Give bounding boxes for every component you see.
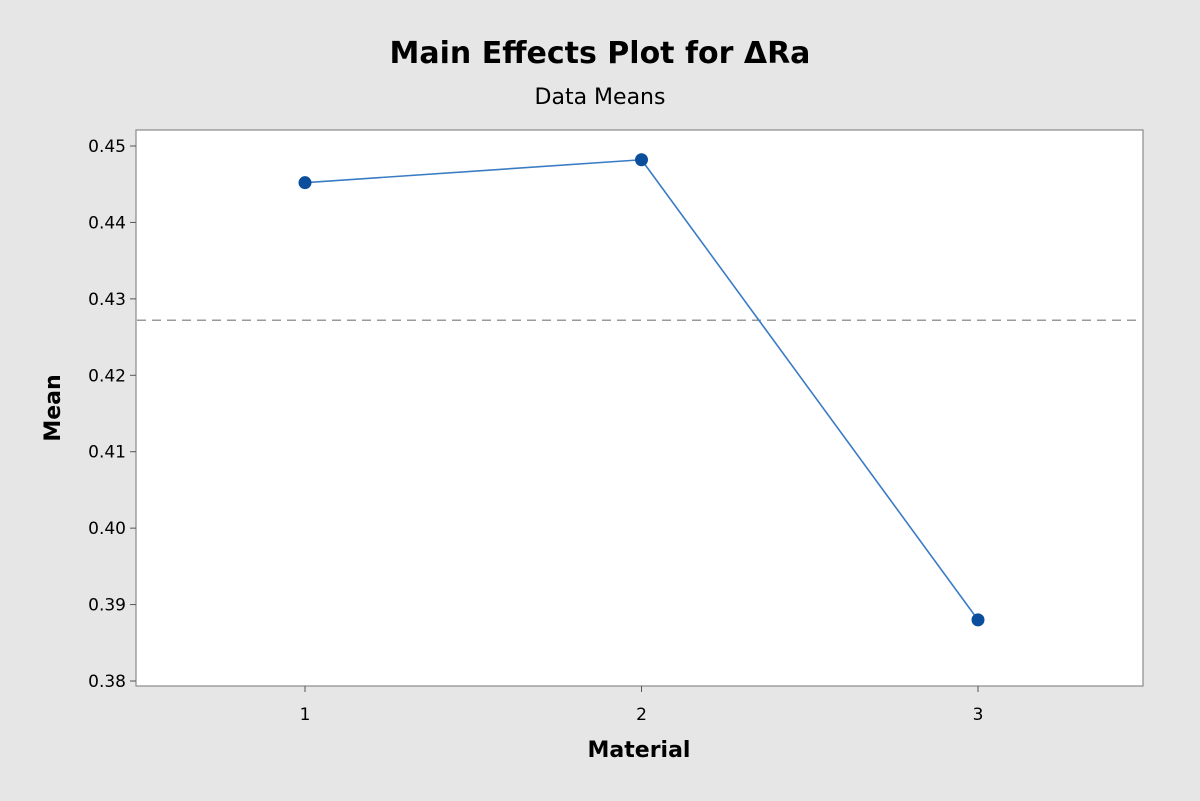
data-point bbox=[971, 613, 985, 627]
y-tick-label: 0.41 bbox=[88, 443, 126, 463]
data-point bbox=[298, 176, 312, 190]
data-point bbox=[635, 153, 648, 167]
plot-area bbox=[135, 129, 1144, 687]
x-axis-title: Material bbox=[588, 738, 691, 763]
y-tick-label: 0.45 bbox=[88, 137, 126, 157]
y-tick-label: 0.38 bbox=[88, 672, 126, 692]
chart-subtitle: Data Means bbox=[535, 85, 666, 110]
chart-title: Main Effects Plot for ΔRa bbox=[390, 36, 811, 71]
y-tick-label: 0.42 bbox=[88, 366, 126, 386]
y-tick-label: 0.44 bbox=[88, 213, 126, 233]
x-tick-label: 2 bbox=[636, 705, 647, 725]
y-axis-ticks: 0.45 0.44 0.43 0.42 0.41 0.40 0.39 0.38 bbox=[88, 137, 136, 692]
y-axis-title: Mean bbox=[41, 374, 66, 441]
x-tick-label: 1 bbox=[300, 705, 311, 725]
y-tick-label: 0.43 bbox=[88, 290, 126, 310]
x-axis-ticks: 1 2 3 bbox=[300, 686, 984, 725]
x-tick-label: 3 bbox=[973, 705, 984, 725]
y-tick-label: 0.40 bbox=[88, 519, 126, 539]
series-layer bbox=[298, 153, 985, 627]
y-tick-label: 0.39 bbox=[88, 596, 126, 616]
